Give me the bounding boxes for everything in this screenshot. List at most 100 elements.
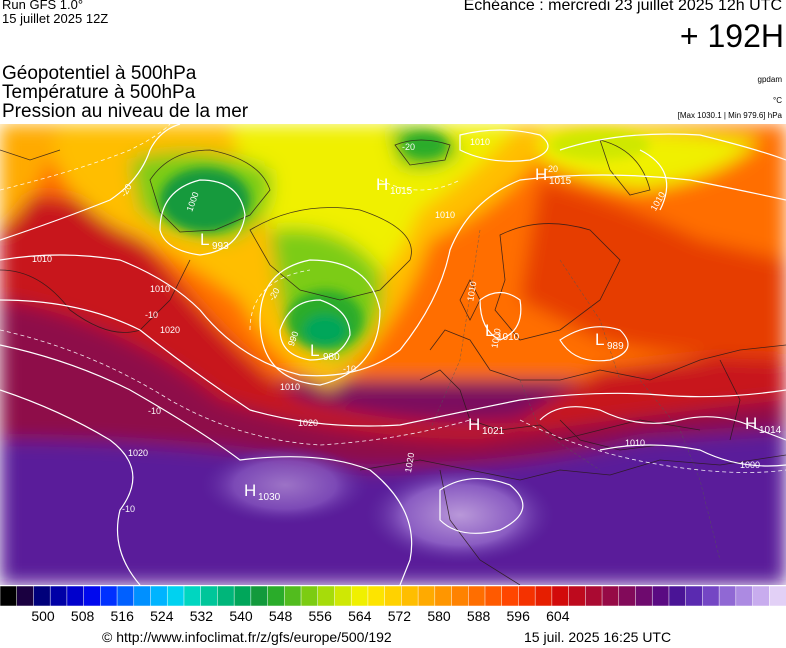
color-swatch [133, 586, 152, 606]
color-scale-tick: 516 [110, 608, 134, 624]
color-swatch [685, 586, 704, 606]
isobar-label: 1010 [150, 284, 170, 294]
title-temperature: Température à 500hPa [2, 82, 196, 103]
color-swatch [534, 586, 553, 606]
color-scale-tick: 588 [466, 608, 491, 624]
low-pressure-label: L 989 [595, 330, 624, 352]
color-swatch [417, 586, 436, 606]
isobar-label: 1010 [625, 438, 645, 448]
low-pressure-label: L 980 [310, 341, 340, 363]
isobar-label: 1000 [489, 328, 502, 349]
color-swatch [702, 586, 720, 606]
color-swatch [468, 586, 486, 606]
isobar-label: 1020 [128, 448, 148, 458]
color-swatch [635, 586, 653, 606]
unit-temperature: °C [773, 96, 782, 105]
svg-text:L: L [485, 321, 494, 340]
color-swatch [250, 586, 269, 606]
color-scale-tick: 540 [229, 608, 253, 624]
temperature-label: -20 [402, 142, 415, 152]
color-swatch [518, 586, 536, 606]
color-swatch [350, 586, 369, 606]
isobar-label: 1020 [160, 325, 180, 335]
color-swatch [150, 586, 168, 606]
color-swatch [284, 586, 302, 606]
color-swatch [752, 586, 771, 606]
high-pressure-label: H 1015 [535, 165, 572, 187]
svg-text:993: 993 [212, 241, 229, 252]
color-swatch [384, 586, 403, 606]
color-swatch [166, 586, 185, 606]
high-pressure-label: H 1021 [468, 415, 505, 437]
run-date: 15 juillet 2025 12Z [2, 11, 109, 26]
isobar-label: 1010 [280, 382, 300, 392]
color-swatch [568, 586, 587, 606]
color-swatch [551, 586, 570, 606]
svg-text:H: H [376, 175, 388, 194]
svg-text:L: L [310, 341, 319, 360]
isobar-label: 990 [286, 330, 301, 348]
svg-text:H: H [244, 481, 256, 500]
color-swatch [769, 586, 786, 606]
color-swatch [501, 586, 520, 606]
svg-text:1015: 1015 [549, 176, 572, 187]
unit-geopotential: gpdam [757, 75, 782, 84]
color-swatch [0, 586, 18, 606]
color-swatch [585, 586, 603, 606]
color-swatch [401, 586, 419, 606]
isobar-label: 1010 [435, 210, 455, 220]
color-scale-tick: 596 [506, 608, 530, 624]
temperature-label: -20 [545, 164, 558, 174]
svg-text:1030: 1030 [258, 492, 281, 503]
color-swatch [200, 586, 219, 606]
unit-pressure-range: [Max 1030.1 | Min 979.6] hPa [677, 111, 782, 120]
svg-text:989: 989 [607, 341, 624, 352]
color-swatch [601, 586, 620, 606]
color-swatch [735, 586, 754, 606]
color-scale-tick: 564 [348, 608, 372, 624]
high-pressure-label: H 1030 [244, 481, 281, 503]
color-scale-tick: 604 [546, 608, 570, 624]
weather-map: H 1015 H 1015 L 993 L 980 L 1010 L 989 H… [0, 124, 786, 585]
color-scale-tick: 508 [70, 608, 95, 624]
color-swatch [367, 586, 386, 606]
isobar-label: 1010 [470, 137, 490, 147]
color-swatch [651, 586, 670, 606]
color-swatch [183, 586, 202, 606]
svg-text:1014: 1014 [759, 425, 782, 436]
high-pressure-label: H 1015 [376, 175, 413, 197]
svg-text:H: H [745, 414, 757, 433]
color-swatch [33, 586, 51, 606]
color-swatch [49, 586, 68, 606]
color-scale-tick: 572 [387, 608, 412, 624]
color-swatch [718, 586, 737, 606]
color-swatch [100, 586, 118, 606]
svg-text:L: L [595, 330, 604, 349]
color-scale-tick: 500 [31, 608, 55, 624]
high-pressure-label: H 1014 [745, 414, 782, 436]
color-scale-tick: 556 [308, 608, 332, 624]
svg-text:980: 980 [323, 352, 340, 363]
title-geopotential: Géopotentiel à 500hPa [2, 63, 197, 84]
isobar-label: 1010 [465, 281, 478, 302]
color-swatch [668, 586, 687, 606]
color-scale-bar [0, 586, 786, 606]
color-swatch [317, 586, 336, 606]
color-scale-tick: 532 [189, 608, 214, 624]
svg-text:H: H [468, 415, 480, 434]
generation-time: 15 juil. 2025 16:25 UTC [524, 629, 672, 645]
color-swatch [334, 586, 352, 606]
temperature-label: -10 [122, 504, 135, 514]
temperature-label: -10 [343, 364, 356, 374]
color-swatch [116, 586, 135, 606]
svg-text:H: H [535, 165, 547, 184]
run-label: Run GFS 1.0° [2, 0, 84, 12]
color-swatch [618, 586, 637, 606]
color-scale-tick: 524 [150, 608, 174, 624]
low-pressure-label: L 993 [200, 230, 229, 252]
isobar-label: 1010 [32, 254, 52, 264]
color-swatch [16, 586, 35, 606]
svg-text:L: L [200, 230, 209, 249]
isobar-label: 1000 [740, 460, 760, 470]
low-pressure-label: L 1010 [485, 321, 520, 343]
